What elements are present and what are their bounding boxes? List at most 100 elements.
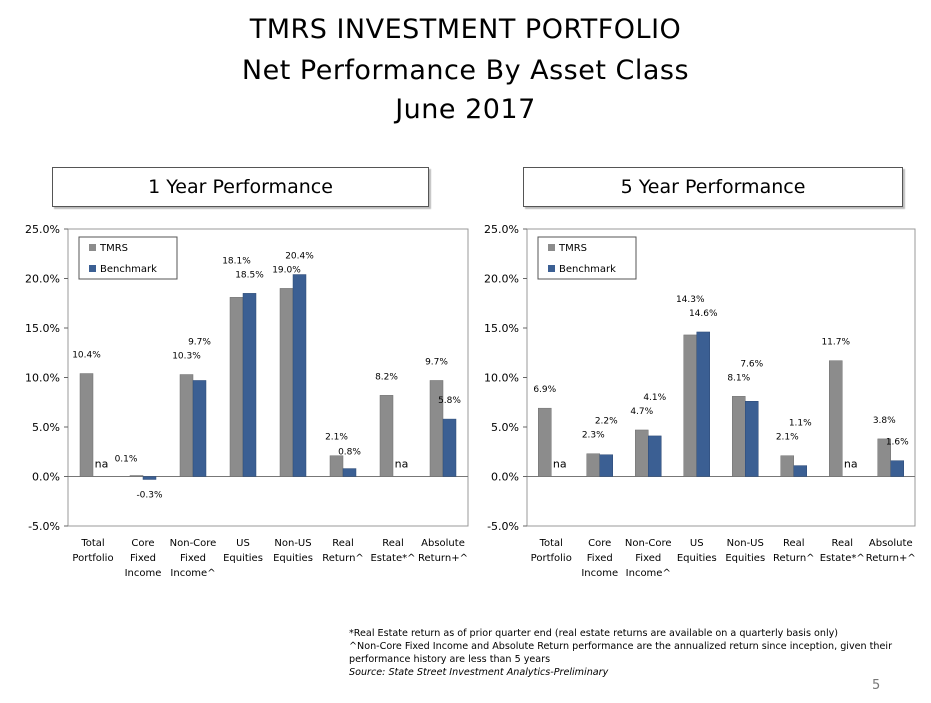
y-tick-label: 25.0%: [25, 223, 60, 236]
y-tick-label: 5.0%: [32, 421, 60, 434]
page-number: 5: [872, 678, 881, 693]
bar-benchmark: [793, 465, 807, 477]
y-tick-label: -5.0%: [28, 520, 60, 533]
x-category-label: Absolute Return+^: [866, 538, 916, 564]
bar-data-label: 10.3%: [172, 352, 201, 362]
x-category-label: Real Estate*^: [370, 538, 415, 564]
bar-data-label: 14.3%: [676, 295, 705, 305]
bar-data-label: 3.8%: [873, 416, 896, 426]
bar-data-label: na: [95, 458, 109, 471]
bar-data-label: 8.1%: [727, 373, 750, 383]
bar-benchmark: [599, 454, 613, 477]
x-category-label: Core Fixed Income: [581, 538, 618, 579]
footnote-non-core: ^Non-Core Fixed Income and Absolute Retu…: [349, 641, 893, 652]
bar-data-label: na: [395, 458, 409, 471]
bar-data-label: 4.7%: [630, 407, 653, 417]
bar-data-label: 0.8%: [338, 448, 361, 458]
x-category-label: Core Fixed Income: [125, 538, 162, 579]
x-category-label: US Equities: [677, 538, 717, 564]
bar-data-label: 9.7%: [188, 338, 211, 348]
y-tick-label: 5.0%: [491, 421, 519, 434]
bar-benchmark: [142, 476, 157, 480]
y-tick-label: 15.0%: [25, 322, 60, 335]
x-category-label: Real Estate*^: [820, 538, 865, 564]
y-tick-label: 10.0%: [484, 372, 519, 385]
bar-data-label: 5.8%: [438, 396, 461, 406]
bar-benchmark: [890, 460, 904, 477]
footnote-source: Source: State Street Investment Analytic…: [349, 667, 609, 678]
bar-data-label: 7.6%: [740, 359, 763, 369]
bar-tmrs: [683, 334, 697, 477]
bar-benchmark: [745, 401, 759, 477]
bar-data-label: 0.1%: [115, 455, 138, 465]
bar-data-label: -0.3%: [136, 490, 163, 500]
bar-tmrs: [379, 395, 394, 477]
chart-1: -5.0% 0.0% 5.0% 10.0% 15.0% 20.0% 25.0% Total Po…: [484, 223, 916, 579]
bar-benchmark: [242, 293, 257, 477]
bar-tmrs: [229, 297, 244, 477]
bar-data-label: 20.4%: [285, 252, 314, 262]
chart-title-5-year: 5 Year Performance: [523, 167, 903, 207]
bar-data-label: 1.6%: [886, 438, 909, 448]
footnote-non-core-cont: performance history are less than 5 year…: [349, 654, 551, 665]
bar-data-label: 2.3%: [582, 431, 605, 441]
bar-data-label: 18.5%: [235, 270, 264, 280]
x-category-label: US Equities: [223, 538, 263, 564]
chart-0: -5.0% 0.0% 5.0% 10.0% 15.0% 20.0% 25.0% Total Po…: [25, 223, 469, 579]
y-tick-label: 20.0%: [484, 273, 519, 286]
bar-data-label: 10.4%: [72, 351, 101, 361]
bar-tmrs: [538, 407, 552, 477]
bar-data-label: 8.2%: [375, 372, 398, 382]
bar-data-label: 2.2%: [595, 417, 618, 427]
y-tick-label: 0.0%: [491, 471, 519, 484]
x-category-label: Non-US Equities: [725, 538, 765, 564]
x-category-label: Total Portfolio: [72, 538, 113, 564]
bar-tmrs: [780, 455, 794, 477]
legend-label: Benchmark: [100, 264, 157, 275]
bar-tmrs: [79, 373, 94, 477]
page-date: June 2017: [395, 94, 536, 125]
bar-data-label: 6.9%: [533, 385, 556, 395]
bar-tmrs: [329, 455, 344, 477]
y-tick-label: 20.0%: [25, 273, 60, 286]
y-tick-label: 25.0%: [484, 223, 519, 236]
bar-benchmark: [442, 418, 457, 477]
bar-benchmark: [292, 274, 307, 477]
legend-label: Benchmark: [559, 264, 616, 275]
y-tick-label: -5.0%: [487, 520, 519, 533]
y-tick-label: 0.0%: [32, 471, 60, 484]
bar-tmrs: [732, 396, 746, 477]
bar-tmrs: [829, 360, 843, 477]
x-category-label: Real Return^: [322, 538, 364, 564]
bar-tmrs: [279, 288, 294, 477]
bar-data-label: 14.6%: [689, 309, 718, 319]
bar-tmrs: [179, 374, 194, 477]
legend-swatch: [548, 265, 555, 272]
x-category-label: Real Return^: [773, 538, 815, 564]
bar-tmrs: [429, 380, 444, 477]
bar-tmrs: [586, 453, 600, 477]
bar-data-label: 9.7%: [425, 357, 448, 367]
bar-benchmark: [192, 380, 207, 477]
bar-data-label: na: [844, 458, 858, 471]
legend-label: TMRS: [99, 243, 128, 254]
footnote-real-estate: *Real Estate return as of prior quarter …: [349, 628, 839, 639]
x-category-label: Non-US Equities: [273, 538, 313, 564]
bar-tmrs: [129, 475, 144, 477]
y-tick-label: 10.0%: [25, 372, 60, 385]
bar-data-label: 11.7%: [821, 338, 850, 348]
y-tick-label: 15.0%: [484, 322, 519, 335]
bar-data-label: 19.0%: [272, 265, 301, 275]
bar-data-label: 18.1%: [222, 256, 251, 266]
legend-swatch: [89, 265, 96, 272]
chart-title-1-year: 1 Year Performance: [52, 167, 429, 207]
bar-data-label: 2.1%: [325, 433, 348, 443]
x-category-label: Non-Core Fixed Income^: [625, 538, 672, 579]
bar-data-label: na: [553, 458, 567, 471]
x-category-label: Absolute Return+^: [418, 538, 468, 564]
bar-benchmark: [648, 435, 662, 477]
bar-data-label: 4.1%: [643, 393, 666, 403]
bar-tmrs: [635, 429, 649, 477]
page-title: TMRS INVESTMENT PORTFOLIO: [249, 14, 682, 45]
